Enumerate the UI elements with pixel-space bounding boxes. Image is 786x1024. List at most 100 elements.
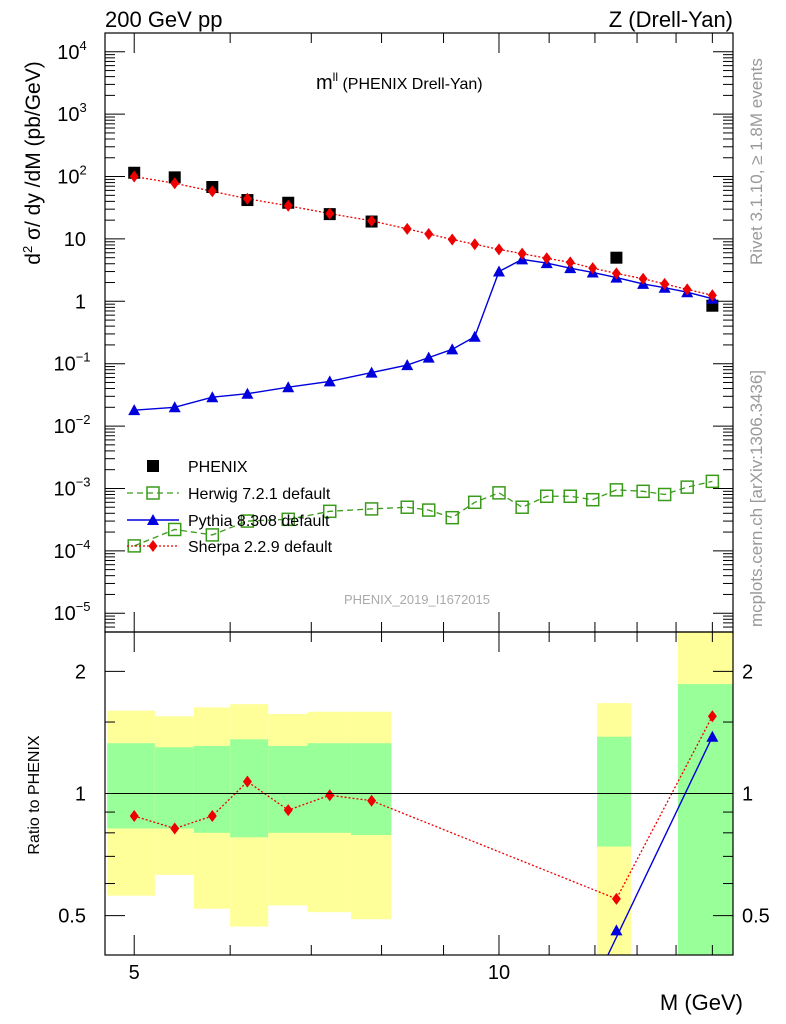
ratio-band-green bbox=[154, 747, 194, 829]
legend: PHENIX Herwig 7.2.1 default Pythia 8.308 d… bbox=[127, 459, 333, 556]
sherpa-point bbox=[517, 247, 527, 260]
upper-y-tick-label: 10−1 bbox=[53, 350, 90, 376]
upper-y-tick-label: 10−2 bbox=[53, 412, 90, 438]
upper-y-tick-label: 1 bbox=[75, 291, 86, 313]
upper-y-tick-label: 103 bbox=[57, 100, 86, 126]
x-tick-label: 5 bbox=[129, 962, 140, 984]
sherpa-point bbox=[447, 233, 457, 246]
ratio-band-green bbox=[307, 743, 352, 833]
pythia-point bbox=[422, 351, 435, 363]
sherpa-point bbox=[242, 775, 252, 788]
sherpa-point bbox=[542, 252, 552, 265]
pythia-point bbox=[706, 730, 719, 742]
header-left-label: 200 GeV pp bbox=[105, 7, 222, 32]
lower-pythia-line bbox=[607, 736, 713, 956]
sherpa-point bbox=[129, 810, 139, 823]
sherpa-point bbox=[682, 283, 692, 296]
herwig-point bbox=[585, 492, 600, 507]
upper-y-tick-label: 10−4 bbox=[53, 537, 90, 563]
legend-herwig-label: Herwig 7.2.1 default bbox=[188, 486, 331, 503]
pythia-point bbox=[468, 330, 481, 342]
herwig-point bbox=[205, 528, 220, 542]
analysis-watermark: PHENIX_2019_I1672015 bbox=[344, 592, 490, 607]
sherpa-point bbox=[470, 238, 480, 251]
plot-title: mll (PHENIX Drell-Yan) bbox=[316, 70, 483, 94]
phenix-point bbox=[147, 460, 159, 472]
phenix-point bbox=[610, 251, 623, 264]
lower-y-tick-label: 1 bbox=[75, 784, 86, 806]
plot-title-sup: ll bbox=[333, 70, 338, 84]
x-tick-label: 10 bbox=[488, 962, 510, 984]
series-markers bbox=[127, 166, 720, 936]
upper-y-tick-label: 104 bbox=[57, 38, 86, 64]
sherpa-point bbox=[170, 822, 180, 835]
sherpa-point bbox=[283, 199, 293, 212]
sherpa-point bbox=[424, 227, 434, 240]
upper-herwig-line bbox=[133, 480, 713, 547]
upper-y-tick-label: 10−5 bbox=[53, 599, 90, 625]
pythia-point bbox=[147, 514, 159, 525]
herwig-point bbox=[492, 486, 506, 500]
herwig-point bbox=[539, 489, 554, 504]
ratio-band-green bbox=[597, 736, 631, 847]
upper-sherpa-line bbox=[134, 175, 713, 296]
header-right-label: Z (Drell-Yan) bbox=[609, 7, 733, 32]
ratio-band-green bbox=[677, 684, 733, 955]
herwig-point bbox=[240, 514, 255, 528]
sherpa-point bbox=[707, 710, 717, 723]
legend-pythia-label: Pythia 8.308 default bbox=[188, 513, 330, 530]
sherpa-point bbox=[638, 272, 648, 285]
sherpa-point bbox=[242, 192, 252, 205]
pythia-point bbox=[206, 391, 219, 403]
ratio-band-green bbox=[230, 739, 269, 838]
sherpa-point bbox=[129, 170, 139, 183]
upper-y-axis-title: d2 σ/ dy /dM (pb/GeV) bbox=[20, 61, 45, 264]
axis-ticks: 10−5 10−4 10−3 10−2 10−1 1 10 102 103 104 5 10 0.5 0.… bbox=[53, 33, 770, 984]
herwig-point bbox=[167, 522, 182, 537]
sherpa-point bbox=[170, 177, 180, 190]
herwig-point bbox=[364, 502, 379, 516]
upper-y-tick-label: 10−3 bbox=[53, 474, 90, 500]
lower-y-tick-label: 0.5 bbox=[58, 906, 86, 928]
herwig-point bbox=[322, 504, 337, 519]
sherpa-point bbox=[283, 804, 293, 817]
sherpa-point bbox=[148, 540, 158, 552]
sherpa-point bbox=[367, 794, 377, 807]
pythia-point bbox=[282, 381, 295, 393]
plot-title-main: m bbox=[316, 72, 333, 94]
x-axis-title: M (GeV) bbox=[660, 990, 743, 1015]
lower-y-tick-label-right: 2 bbox=[742, 661, 753, 683]
legend-sherpa-label: Sherpa 2.2.9 default bbox=[188, 539, 333, 556]
upper-pythia-line bbox=[134, 258, 713, 411]
lower-y-tick-label-right: 0.5 bbox=[742, 906, 770, 928]
ratio-band-green bbox=[351, 743, 392, 836]
upper-y-tick-label: 10 bbox=[64, 229, 86, 251]
ratio-band-green bbox=[268, 745, 308, 833]
pythia-point bbox=[446, 343, 459, 355]
pythia-point bbox=[365, 366, 378, 378]
herwig-point bbox=[609, 483, 624, 497]
pythia-point bbox=[492, 265, 505, 277]
pythia-point bbox=[323, 375, 336, 387]
sherpa-point bbox=[611, 892, 621, 905]
plot-title-rest: (PHENIX Drell-Yan) bbox=[338, 76, 483, 93]
pythia-point bbox=[401, 359, 414, 371]
herwig-point bbox=[400, 500, 414, 514]
herwig-point bbox=[515, 500, 529, 514]
sherpa-point bbox=[707, 289, 717, 302]
sherpa-point bbox=[367, 214, 377, 227]
herwig-point bbox=[445, 510, 459, 525]
mcplots-side-label: mcplots.cern.ch [arXiv:1306.3436] bbox=[747, 370, 766, 627]
lower-y-tick-label-right: 1 bbox=[742, 784, 753, 806]
sherpa-point bbox=[588, 262, 598, 275]
sherpa-point bbox=[402, 222, 412, 235]
sherpa-point bbox=[660, 277, 670, 290]
legend-data-label: PHENIX bbox=[188, 459, 248, 476]
herwig-point bbox=[421, 503, 436, 517]
sherpa-point bbox=[565, 256, 575, 269]
herwig-point bbox=[636, 484, 650, 499]
herwig-point bbox=[281, 512, 295, 527]
pythia-point bbox=[610, 924, 623, 936]
sherpa-point bbox=[207, 810, 217, 823]
